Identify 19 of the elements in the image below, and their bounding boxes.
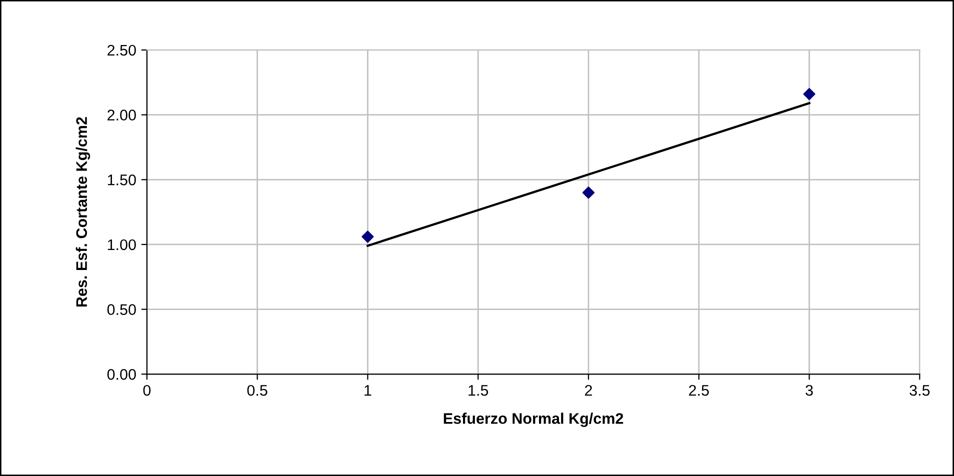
y-tick-label: 2.00 [108, 110, 136, 120]
point [803, 88, 816, 100]
x-tick-label: 3.5 [910, 384, 930, 396]
x-tick-label: 2 [585, 384, 592, 396]
y-tick-label: 1.00 [108, 239, 136, 250]
x-tick-label: 3 [806, 384, 813, 396]
y-tick-label: 0.50 [107, 304, 136, 315]
y-tick-label: 0.00 [107, 369, 136, 380]
y-tick-label: 2.50 [108, 44, 136, 56]
point [582, 186, 595, 199]
y-axis-title: Res. Esf. Cortante Kg/cm2 [76, 117, 90, 307]
y-tick-label: 1.50 [108, 174, 136, 186]
point [362, 230, 374, 243]
x-tick-label: 2.5 [689, 384, 709, 396]
x-tick-label: 1 [364, 385, 372, 396]
x-tick-label: 1.5 [468, 385, 488, 396]
x-tick-label: 0 [143, 384, 151, 396]
x-axis-title: Esfuerzo Normal Kg/cm2 [444, 412, 624, 427]
x-tick-label: 0.5 [247, 384, 268, 396]
